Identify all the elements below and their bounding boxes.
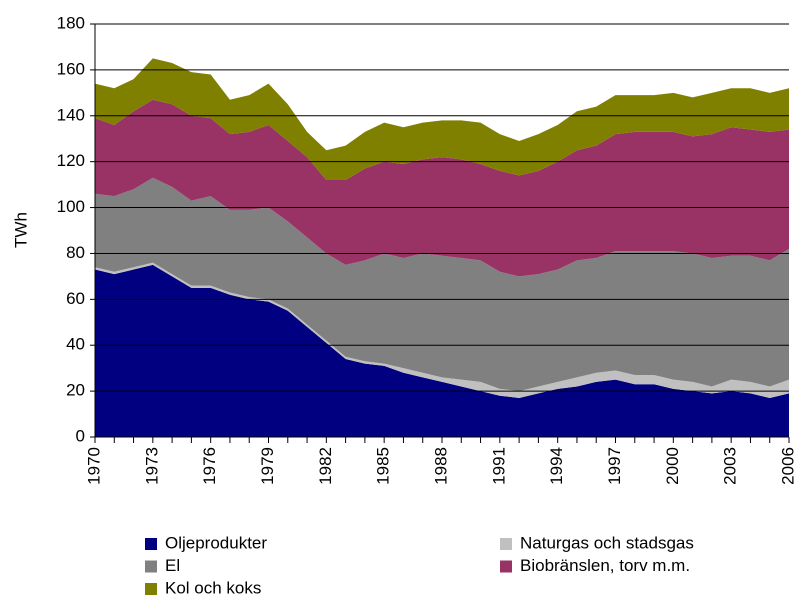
legend-label: El — [165, 556, 180, 575]
area — [95, 264, 789, 437]
area — [95, 58, 789, 181]
y-tick-label: 0 — [76, 426, 85, 445]
legend-label: Kol och koks — [165, 578, 261, 597]
y-tick-label: 20 — [66, 381, 85, 400]
legend-swatch — [500, 538, 512, 550]
x-tick-label: 2003 — [721, 447, 740, 485]
y-tick-label: 140 — [57, 105, 85, 124]
x-tick-label: 1988 — [431, 447, 450, 485]
legend-label: Naturgas och stadsgas — [520, 533, 694, 552]
legend-swatch — [145, 538, 157, 550]
area — [95, 262, 789, 398]
x-tick-label: 1970 — [84, 447, 103, 485]
x-tick-label: 1979 — [258, 447, 277, 485]
y-tick-label: 80 — [66, 243, 85, 262]
x-tick-label: 1973 — [142, 447, 161, 485]
legend-label: Biobränslen, torv m.m. — [520, 556, 690, 575]
x-tick-label: 1994 — [547, 447, 566, 485]
x-tick-label: 1976 — [200, 447, 219, 485]
x-tick-label: 1982 — [316, 447, 335, 485]
x-tick-label: 1991 — [489, 447, 508, 485]
area — [95, 177, 789, 392]
y-tick-label: 100 — [57, 197, 85, 216]
y-axis-label: TWh — [11, 212, 30, 248]
x-tick-label: 1997 — [605, 447, 624, 485]
x-tick-label: 1985 — [374, 447, 393, 485]
legend-label: Oljeprodukter — [165, 533, 267, 552]
area — [95, 99, 789, 277]
legend-swatch — [500, 560, 512, 573]
x-tick-label: 2006 — [778, 447, 796, 485]
y-tick-label: 60 — [66, 289, 85, 308]
y-tick-label: 180 — [57, 13, 85, 32]
y-tick-label: 40 — [66, 335, 85, 354]
y-tick-label: 160 — [57, 59, 85, 78]
legend-swatch — [145, 560, 157, 573]
x-tick-label: 2000 — [663, 447, 682, 485]
legend-swatch — [145, 583, 157, 595]
y-tick-label: 120 — [57, 151, 85, 170]
